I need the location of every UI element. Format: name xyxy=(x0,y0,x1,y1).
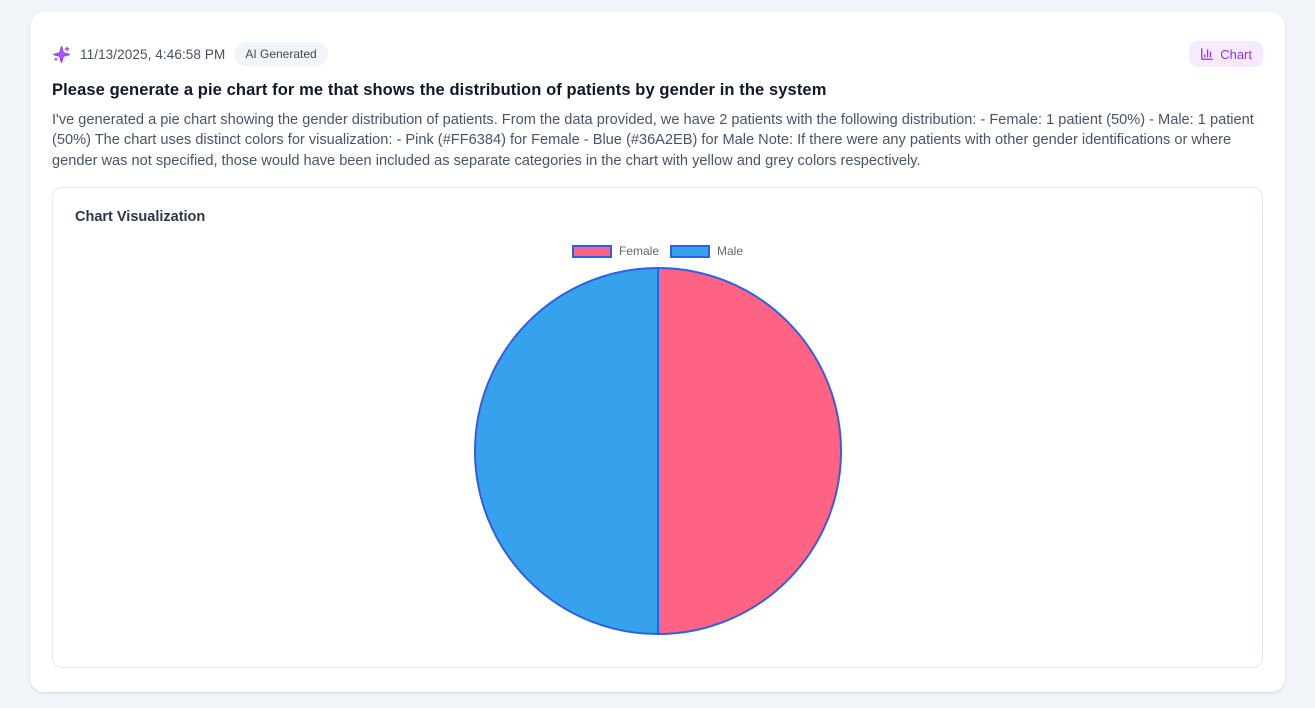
user-question-heading: Please generate a pie chart for me that … xyxy=(52,81,827,99)
legend-swatch-male xyxy=(670,244,710,258)
legend-item-female[interactable]: Female xyxy=(571,244,659,259)
legend-item-male[interactable]: Male xyxy=(670,244,743,258)
chart-badge-label: Chart xyxy=(1220,46,1252,62)
sparkles-icon xyxy=(53,45,70,63)
bar-chart-icon xyxy=(1201,48,1214,60)
pie-slice-male[interactable] xyxy=(473,267,659,636)
ai-answer-paragraph: I've generated a pie chart showing the g… xyxy=(52,112,1254,169)
chart-badge: Chart xyxy=(1189,41,1263,67)
chart-visualization-card: Chart Visualization Female Male xyxy=(52,187,1263,669)
pie-chart-wrap xyxy=(53,265,1262,637)
legend-label: Female xyxy=(618,244,659,259)
ai-generated-badge: AI Generated xyxy=(234,42,328,66)
chart-legend: Female Male xyxy=(53,244,1262,258)
pie-slice-female[interactable] xyxy=(656,267,842,636)
pie-chart[interactable] xyxy=(472,265,844,637)
chart-card-title: Chart Visualization xyxy=(75,209,206,226)
legend-label: Male xyxy=(717,244,744,259)
message-header: 11/13/2025, 4:46:58 PM AI Generated Char… xyxy=(52,41,1263,67)
ai-message-card: 11/13/2025, 4:46:58 PM AI Generated Char… xyxy=(30,12,1285,692)
timestamp: 11/13/2025, 4:46:58 PM xyxy=(80,46,226,62)
legend-swatch-female xyxy=(571,244,612,258)
